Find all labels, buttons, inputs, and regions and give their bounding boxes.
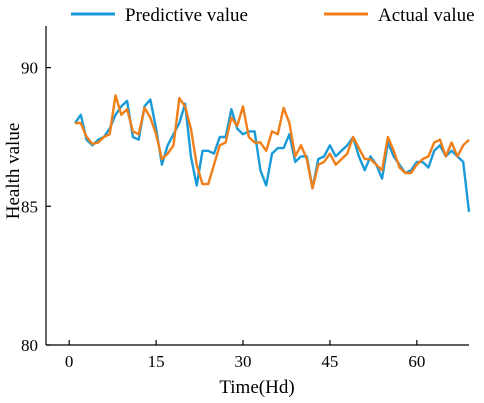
- y-tick-label: 80: [21, 336, 38, 355]
- y-ticks: 80 85 90: [21, 59, 51, 355]
- y-tick-label: 90: [21, 59, 38, 78]
- x-tick-label: 15: [148, 352, 165, 371]
- legend-label-actual: Actual value: [378, 5, 475, 26]
- series-layer: [74, 94, 471, 213]
- legend: Predictive value Actual value: [71, 5, 475, 26]
- x-tick-label: 0: [65, 352, 74, 371]
- x-tick-label: 45: [321, 352, 338, 371]
- series-line-actual: [75, 94, 470, 190]
- legend-label-predictive: Predictive value: [125, 5, 248, 26]
- y-tick-label: 85: [21, 197, 38, 216]
- x-tick-label: 60: [408, 352, 425, 371]
- y-axis-title: Health value: [3, 123, 24, 220]
- x-tick-label: 30: [235, 352, 252, 371]
- x-axis-title: Time(Hd): [219, 377, 294, 398]
- x-ticks: 0 15 30 45 60: [65, 340, 425, 371]
